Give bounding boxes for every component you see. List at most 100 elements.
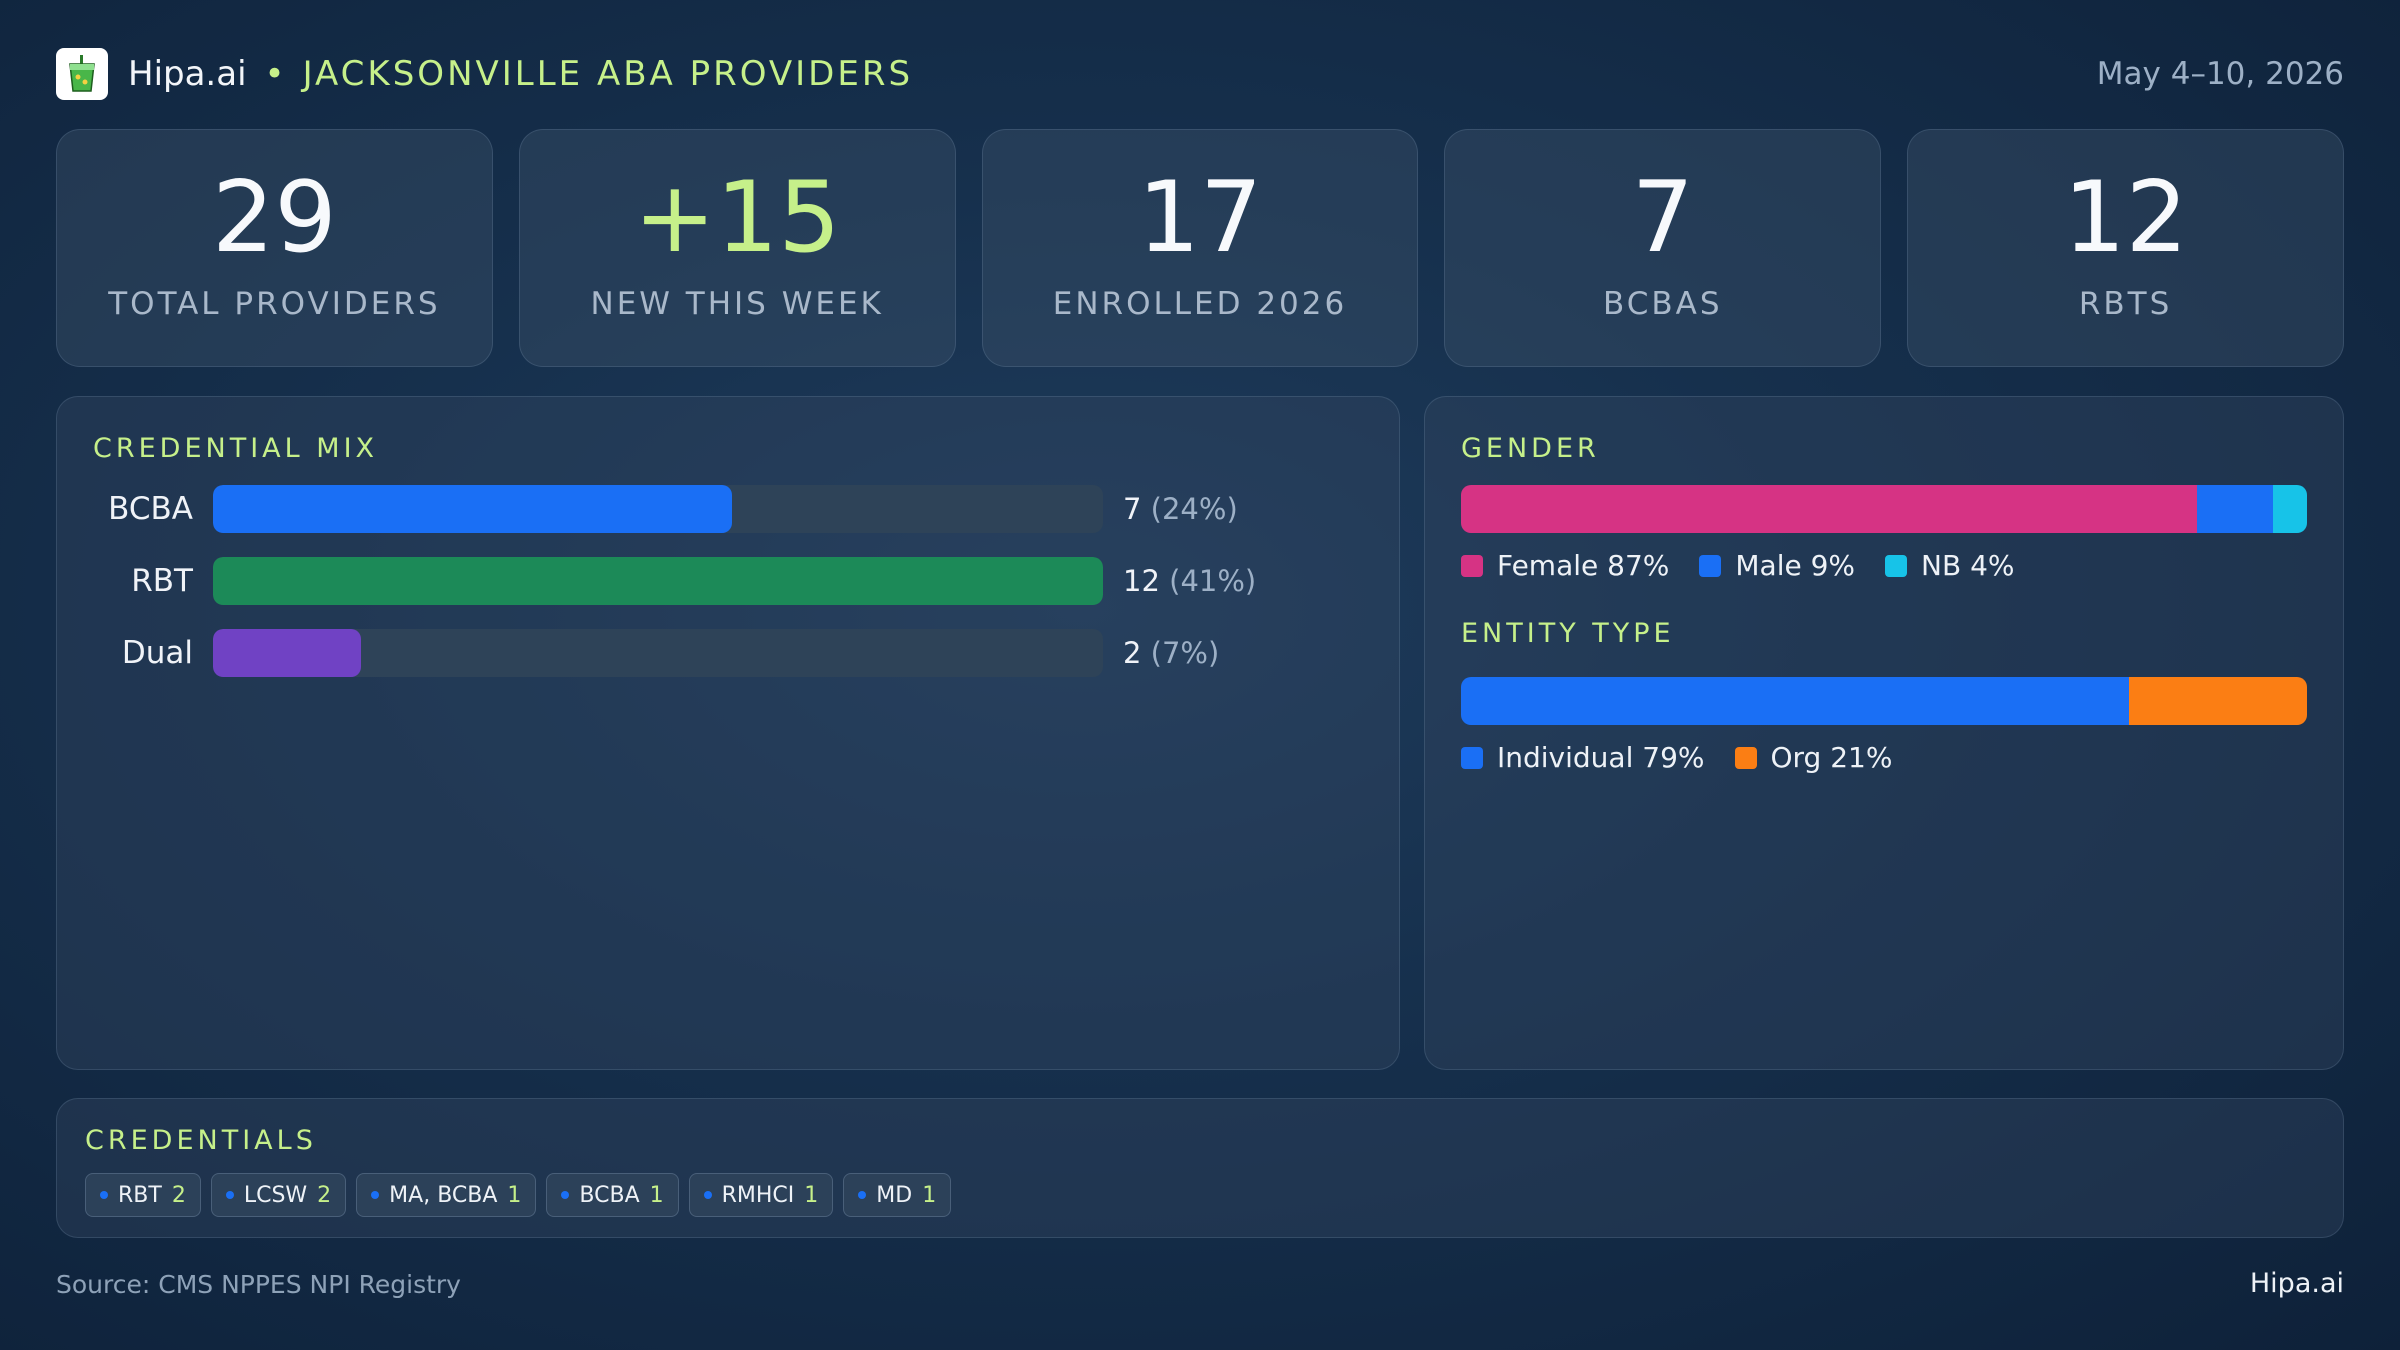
date-range: May 4–10, 2026: [2096, 56, 2344, 92]
kpi-card-enrolled-2026: 17 ENROLLED 2026: [981, 129, 1419, 367]
chip-count: 2: [171, 1182, 186, 1208]
credential-mix-title: CREDENTIAL MIX: [93, 433, 379, 464]
credential-chip[interactable]: LCSW 2: [210, 1173, 347, 1217]
dot-icon: [371, 1191, 380, 1199]
entity-type-title: ENTITY TYPE: [1461, 618, 1675, 649]
credential-chip[interactable]: RBT 2: [85, 1173, 201, 1217]
bar-label: BCBA: [108, 491, 193, 527]
legend-item-org: Org 21%: [1734, 741, 1893, 774]
demographics-panel: GENDER Female 87% Male 9% NB 4% ENTITY T…: [1424, 396, 2344, 1070]
credential-chip[interactable]: RMHCI 1: [688, 1173, 834, 1217]
chip-count: 1: [922, 1182, 937, 1208]
chip-label: RBT: [118, 1182, 162, 1208]
legend-swatch: [1461, 554, 1483, 577]
segment-org: [2129, 677, 2307, 725]
bar-row-bcba: BCBA 7 (24%): [57, 485, 1401, 533]
legend-swatch: [1461, 746, 1483, 769]
source-note: Source: CMS NPPES NPI Registry: [56, 1270, 461, 1299]
kpi-label: BCBAS: [1603, 286, 1723, 322]
segment-nb: [2273, 485, 2307, 533]
dot-icon: [703, 1191, 712, 1199]
kpi-card-bcbas: 7 BCBAS: [1444, 129, 1882, 367]
bar-rbt: [213, 557, 1103, 605]
bar-count: 7: [1123, 492, 1142, 526]
credential-chip[interactable]: MA, BCBA 1: [356, 1173, 537, 1217]
kpi-value: 7: [1631, 161, 1694, 275]
bar-row-rbt: RBT 12 (41%): [57, 557, 1401, 605]
credential-chip[interactable]: BCBA 1: [546, 1173, 679, 1217]
kpi-label: TOTAL PROVIDERS: [108, 286, 441, 322]
bar-percent: (7%): [1150, 636, 1220, 670]
legend-item-nb: NB 4%: [1885, 549, 2015, 582]
legend-label: Org 21%: [1770, 741, 1893, 774]
bar-value: 2 (7%): [1123, 636, 1219, 670]
bar-row-dual: Dual 2 (7%): [57, 629, 1401, 677]
kpi-value: 17: [1137, 161, 1263, 275]
chip-label: RMHCI: [721, 1182, 795, 1208]
legend-swatch: [1699, 554, 1722, 577]
credentials-panel: CREDENTIALS RBT 2 LCSW 2 MA, BCBA 1 BCBA 1 R…: [56, 1098, 2344, 1238]
dot-icon: [561, 1191, 570, 1199]
bar-percent: (24%): [1150, 492, 1238, 526]
kpi-label: NEW THIS WEEK: [590, 286, 884, 322]
credential-mix-panel: CREDENTIAL MIX BCBA 7 (24%) RBT 12 (41%)…: [56, 396, 1400, 1070]
kpi-card-total-providers: 29 TOTAL PROVIDERS: [56, 129, 493, 367]
bar-track: [213, 557, 1103, 605]
region-title: JACKSONVILLE ABA PROVIDERS: [302, 54, 914, 94]
kpi-value: 29: [212, 161, 337, 275]
kpi-row: 29 TOTAL PROVIDERS +15 NEW THIS WEEK 17 …: [56, 129, 2344, 367]
entity-type-legend: Individual 79% Org 21%: [1461, 741, 1892, 774]
gender-stacked-bar: [1461, 485, 2307, 533]
legend-item-individual: Individual 79%: [1461, 741, 1705, 774]
header: Hipa.ai • JACKSONVILLE ABA PROVIDERS May 4…: [56, 46, 2344, 102]
gender-legend: Female 87% Male 9% NB 4%: [1461, 549, 2015, 582]
bar-value: 12 (41%): [1123, 564, 1256, 598]
bar-bcba: [213, 485, 733, 533]
kpi-value: +15: [633, 161, 841, 275]
segment-male: [2197, 485, 2274, 533]
bar-count: 12: [1123, 564, 1160, 598]
legend-swatch: [1734, 746, 1757, 769]
bar-label: RBT: [131, 563, 193, 599]
bar-percent: (41%): [1169, 564, 1257, 598]
bar-track: [213, 629, 1103, 677]
legend-label: Female 87%: [1497, 549, 1670, 582]
dot-icon: [858, 1191, 867, 1199]
cup-drink-icon: [56, 48, 108, 100]
brand-separator: •: [264, 54, 285, 94]
chip-count: 2: [317, 1182, 332, 1208]
credential-chip[interactable]: MD 1: [843, 1173, 952, 1217]
entity-type-stacked-bar: [1461, 677, 2307, 725]
brand-title: Hipa.ai • JACKSONVILLE ABA PROVIDERS: [128, 54, 913, 94]
bar-count: 2: [1123, 636, 1142, 670]
bar-dual: [213, 629, 362, 677]
chip-label: MA, BCBA: [389, 1182, 498, 1208]
brand-name: Hipa.ai: [128, 54, 247, 94]
legend-label: Individual 79%: [1497, 741, 1705, 774]
chip-label: BCBA: [579, 1182, 640, 1208]
legend-label: NB 4%: [1921, 549, 2015, 582]
bar-track: [213, 485, 1103, 533]
gender-title: GENDER: [1461, 433, 1600, 464]
dot-icon: [100, 1191, 108, 1199]
dot-icon: [225, 1191, 234, 1199]
credential-chip-list: RBT 2 LCSW 2 MA, BCBA 1 BCBA 1 RMHCI 1 MD 1: [85, 1173, 952, 1217]
legend-label: Male 9%: [1735, 549, 1856, 582]
segment-individual: [1461, 677, 2130, 725]
bar-value: 7 (24%): [1123, 492, 1238, 526]
kpi-label: ENROLLED 2026: [1052, 286, 1348, 322]
chip-count: 1: [507, 1182, 522, 1208]
footer-brand: Hipa.ai: [2249, 1268, 2344, 1299]
chip-count: 1: [649, 1182, 664, 1208]
chip-label: LCSW: [243, 1182, 308, 1208]
chip-label: MD: [876, 1182, 913, 1208]
kpi-card-rbts: 12 RBTS: [1907, 129, 2344, 367]
kpi-label: RBTS: [2078, 286, 2173, 322]
kpi-value: 12: [2063, 161, 2188, 275]
credentials-title: CREDENTIALS: [85, 1125, 317, 1156]
legend-item-male: Male 9%: [1699, 549, 1855, 582]
chip-count: 1: [804, 1182, 819, 1208]
segment-female: [1461, 485, 2198, 533]
bar-label: Dual: [121, 635, 193, 671]
legend-swatch: [1885, 554, 1908, 577]
